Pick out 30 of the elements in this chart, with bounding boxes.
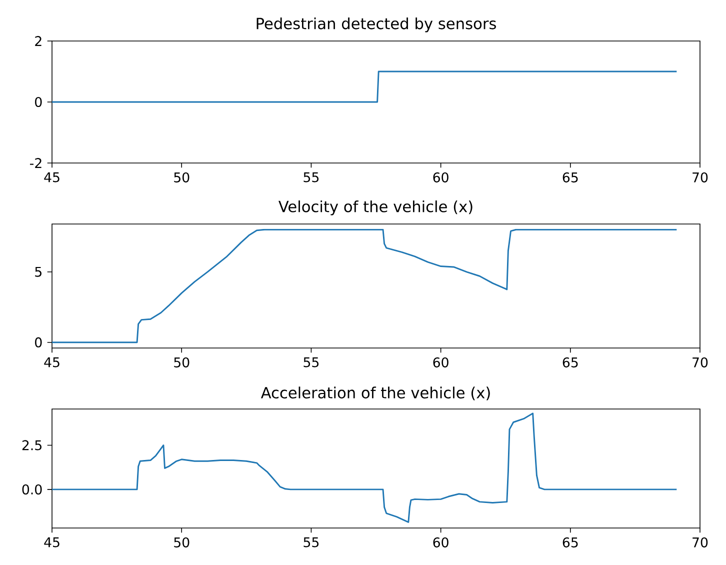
chart-title: Pedestrian detected by sensors — [256, 17, 496, 32]
y-tick-label: 0.0 — [22, 484, 42, 494]
x-tick-label: 60 — [433, 537, 448, 548]
chart-title: Velocity of the vehicle (x) — [278, 200, 472, 216]
line-series — [52, 412, 678, 523]
x-tick-label: 45 — [44, 172, 60, 182]
x-tick-label: 70 — [692, 537, 708, 548]
chart-title: Acceleration of the vehicle (x) — [260, 386, 490, 400]
y-tick-label: 2 — [35, 36, 42, 46]
x-tick-label: 50 — [174, 537, 190, 548]
y-tick-label: 5 — [35, 266, 42, 277]
x-tick-label: 50 — [174, 172, 190, 182]
x-tick-label: 60 — [433, 357, 448, 368]
x-tick-label: 65 — [562, 537, 578, 548]
y-tick-label: -2 — [30, 158, 42, 168]
x-tick-label: 70 — [692, 172, 708, 182]
x-tick-label: 55 — [304, 357, 319, 368]
y-tick-label: 2.5 — [22, 440, 42, 450]
x-tick-label: 55 — [304, 537, 319, 548]
x-tick-label: 65 — [562, 172, 578, 182]
line-series — [52, 228, 678, 344]
x-tick-label: 60 — [433, 172, 448, 182]
x-tick-label: 55 — [304, 172, 319, 182]
x-tick-label: 45 — [44, 537, 60, 548]
x-tick-label: 50 — [174, 357, 190, 368]
x-tick-label: 70 — [692, 357, 708, 368]
x-tick-label: 45 — [44, 357, 60, 368]
y-tick-label: 0 — [35, 337, 42, 348]
y-tick-label: 0 — [35, 96, 42, 108]
x-tick-label: 65 — [562, 357, 578, 368]
